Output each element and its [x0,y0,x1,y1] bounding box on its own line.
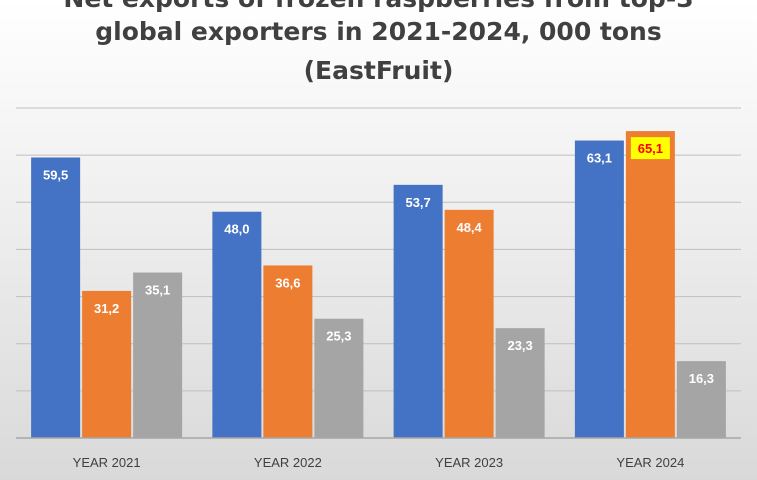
bar [314,318,364,438]
data-label: 63,1 [587,151,612,166]
data-label: 65,1 [638,141,663,156]
data-label: 31,2 [94,301,119,316]
x-tick-label: YEAR 2023 [435,455,503,470]
bar [574,140,624,438]
data-label: 48,4 [456,220,482,235]
bar [133,272,183,438]
bar [263,265,313,438]
data-label: 25,3 [326,329,351,344]
data-label: 59,5 [43,168,68,183]
data-label: 53,7 [405,195,430,210]
chart-title-line-2: global exporters in 2021-2024, 000 tons [95,17,662,46]
bar [82,290,132,438]
bar [444,209,494,438]
x-tick-label: YEAR 2021 [73,455,141,470]
x-tick-label: YEAR 2022 [254,455,322,470]
bar [625,131,675,438]
bar [676,361,726,438]
chart-title-line-1: Net exports of frozen raspberries from t… [0,0,757,15]
data-label: 35,1 [145,283,170,298]
data-label-highlight [630,137,670,160]
chart-title-line-3: (EastFruit) [303,56,454,85]
data-label: 16,3 [689,371,714,386]
bar [393,184,443,438]
bar [31,157,81,438]
data-label: 36,6 [275,275,300,290]
bar [212,211,262,438]
data-label: 23,3 [507,338,532,353]
data-label: 48,0 [224,222,249,237]
bar [495,328,545,438]
x-tick-label: YEAR 2024 [616,455,684,470]
